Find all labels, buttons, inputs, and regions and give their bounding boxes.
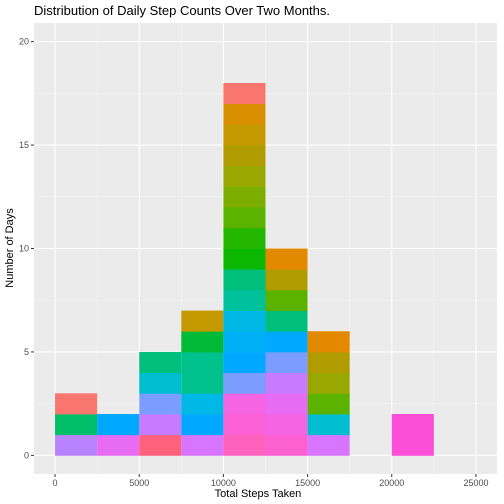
bar-segment-bin-3-1 [181,414,224,436]
bar-segment-bin-8-0 [391,434,434,456]
bar-segment-bin-5-8 [265,269,308,291]
x-tick-label: 10000 [211,478,236,488]
x-axis-title: Total Steps Taken [215,488,302,500]
x-tick-label: 25000 [463,478,488,488]
bar-segment-bin-4-15 [223,124,266,146]
bar-segment-bin-4-0 [223,434,266,456]
bar-segment-bin-4-1 [223,414,266,436]
bar-segment-bin-4-16 [223,103,266,125]
bar-segment-bin-5-6 [265,310,308,332]
plot-panel [34,23,497,474]
y-tick-label: 0 [24,450,29,460]
bar-segment-bin-1-1 [97,414,140,436]
bar-segment-bin-2-4 [139,351,182,374]
bar-segment-bin-5-3 [265,372,308,394]
bar-segment-bin-5-0 [265,434,308,456]
bar-segment-bin-8-1 [391,414,434,436]
bar-segment-bin-4-14 [223,145,266,167]
bar-segment-bin-4-12 [223,186,266,208]
bar-segment-bin-3-2 [181,393,224,415]
bar-segment-bin-2-1 [139,414,182,436]
bar-segment-bin-4-3 [223,372,266,394]
y-tick-label: 20 [19,37,29,47]
bar-segment-bin-2-3 [139,372,182,394]
bar-segment-bin-5-9 [265,248,308,270]
bar-segment-bin-6-4 [307,351,350,374]
bar-segment-bin-0-0 [55,434,98,456]
bar-segment-bin-5-2 [265,393,308,415]
bar-segment-bin-0-1 [55,414,98,436]
chart-title: Distribution of Daily Step Counts Over T… [34,3,330,18]
bar-segment-bin-5-1 [265,414,308,436]
bar-segment-bin-4-9 [223,248,266,270]
bar-segment-bin-6-2 [307,393,350,415]
bar-segment-bin-2-0 [139,434,182,456]
bar-segment-bin-3-0 [181,434,224,456]
bar-segment-bin-4-13 [223,165,266,187]
y-axis-ticks: 0 5 10 15 20 [19,37,34,460]
bar-segment-bin-0-2 [55,393,98,415]
bar-segment-bin-3-6 [181,310,224,332]
bar-segment-bin-6-3 [307,372,350,394]
bar-segment-bin-3-3 [181,372,224,394]
x-tick-label: 15000 [295,478,320,488]
bar-segment-bin-4-4 [223,351,266,374]
y-tick-label: 15 [19,140,29,150]
y-axis-title: Number of Days [4,208,16,288]
bar-segment-bin-4-7 [223,289,266,311]
y-tick-label: 5 [24,347,29,357]
bar-segment-bin-6-0 [307,434,350,456]
bar-segment-bin-4-5 [223,331,266,353]
bar-segment-bin-4-2 [223,393,266,415]
bar-segment-bin-3-5 [181,331,224,353]
x-axis-ticks: 0 5000 10000 15000 20000 25000 [53,474,488,488]
bar-segment-bin-4-11 [223,207,266,229]
bar-segment-bin-5-5 [265,331,308,353]
bar-segment-bin-2-2 [139,393,182,415]
bar-segment-bin-6-1 [307,414,350,436]
bar-segment-bin-5-7 [265,289,308,311]
x-tick-label: 20000 [379,478,404,488]
bar-segment-bin-4-10 [223,227,266,249]
bar-segment-bin-5-4 [265,351,308,374]
bar-segment-bin-6-5 [307,331,350,353]
bar-segment-bin-4-17 [223,82,266,105]
bar-segment-bin-3-4 [181,351,224,374]
x-tick-label: 0 [53,478,58,488]
bar-segment-bin-4-8 [223,269,266,291]
x-tick-label: 5000 [129,478,149,488]
bar-segment-bin-1-0 [97,434,140,456]
y-tick-label: 10 [19,244,29,254]
bar-segment-bin-4-6 [223,310,266,332]
